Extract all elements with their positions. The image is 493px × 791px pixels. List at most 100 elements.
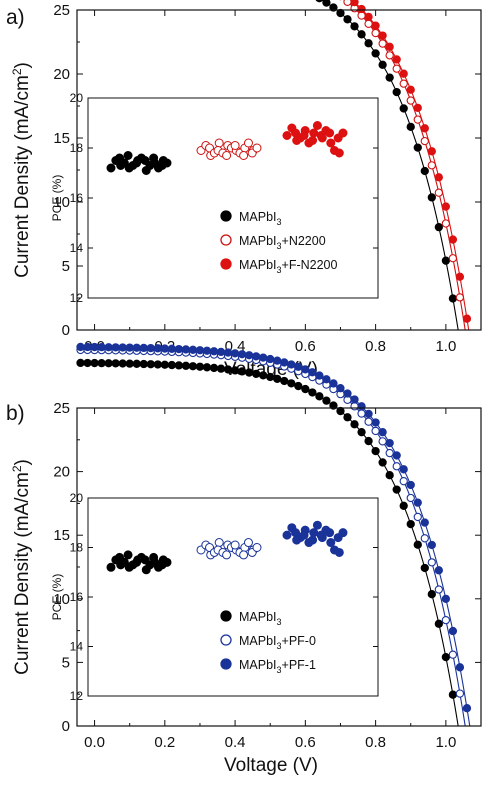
jv-data-point: [364, 12, 373, 21]
jv-data-point: [399, 104, 408, 113]
pce-data-point: [106, 562, 116, 572]
jv-data-point: [448, 626, 458, 636]
jv-data-point: [329, 3, 338, 12]
legend-label-sub: 3: [277, 241, 282, 251]
legend-label: MAPbI3+PF-0: [239, 634, 316, 651]
y-tick-label: 5: [62, 258, 70, 275]
y-axis-title: Current Density (mA/cm2): [10, 62, 33, 278]
jv-data-point: [406, 493, 415, 503]
pce-data-point: [214, 538, 224, 548]
jv-data-point: [385, 438, 394, 448]
jv-data-point: [448, 235, 458, 244]
panel-label: b): [6, 402, 25, 425]
pce-data-point: [309, 128, 319, 138]
jv-data-point: [441, 615, 451, 625]
jv-data-point: [244, 351, 254, 360]
inset-y-tick-label: 14: [70, 241, 84, 255]
jv-data-point: [223, 365, 233, 374]
pce-data-point: [338, 528, 348, 538]
jv-data-point: [76, 358, 85, 368]
y-tick-label: 5: [62, 654, 70, 671]
jv-data-point: [378, 39, 387, 48]
jv-data-point: [209, 363, 219, 373]
jv-data-point: [357, 409, 366, 418]
jv-data-point: [301, 365, 310, 374]
jv-data-point: [76, 342, 85, 352]
jv-data-point: [252, 352, 261, 361]
pce-data-point: [222, 151, 232, 160]
jv-data-point: [413, 540, 422, 549]
jv-data-point: [90, 342, 99, 352]
jv-data-point: [259, 353, 268, 362]
inset-y-tick-label: 20: [70, 491, 84, 505]
jv-data-point: [118, 343, 127, 352]
panel-b: b) 0.0 0.2 0.4 0.6 0.8 1.0 0 5 10 15 20 25 Voltage (V…: [6, 342, 482, 776]
jv-data-point: [97, 358, 106, 368]
y-axis-title-main: Current Density (mA/cm: [12, 75, 33, 278]
jv-data-point: [350, 395, 359, 404]
jv-data-point: [322, 0, 331, 7]
legend-label-prefix: MAPbI: [239, 610, 277, 624]
jv-data-point: [308, 368, 317, 377]
pce-cluster-1: [106, 151, 172, 175]
jv-data-point: [280, 358, 289, 367]
pce-data-point: [230, 540, 240, 550]
jv-data-point: [455, 293, 465, 302]
pce-data-point: [312, 121, 322, 130]
legend-label-sub: 3: [277, 265, 282, 275]
jv-data-point: [420, 563, 429, 573]
series-3: [346, 0, 472, 331]
jv-data-point: [399, 465, 408, 474]
jv-data-point: [385, 73, 394, 82]
jv-data-point: [336, 384, 345, 393]
pce-data-point: [106, 163, 116, 173]
y-tick-label: 20: [53, 464, 70, 481]
jv-data-point: [420, 534, 429, 543]
jv-data-point: [301, 384, 310, 394]
pce-data-point: [239, 550, 249, 560]
jv-data-point: [104, 359, 113, 368]
pce-data-point: [308, 535, 318, 545]
jv-data-point: [420, 166, 429, 176]
jv-data-point: [188, 345, 198, 354]
jv-data-point: [132, 343, 141, 352]
jv-data-point: [441, 256, 451, 265]
jv-data-point: [244, 368, 254, 377]
jv-data-point: [287, 360, 296, 369]
jv-data-point: [167, 360, 176, 370]
pce-cluster-1: [106, 550, 172, 575]
x-tick-label: 0.8: [365, 734, 386, 751]
pce-data-point: [239, 151, 249, 160]
jv-data-point: [273, 356, 282, 365]
jv-data-point: [287, 379, 296, 388]
jv-data-point: [448, 254, 458, 263]
jv-data-point: [378, 458, 387, 467]
jv-data-point: [364, 409, 373, 419]
pce-data-point: [299, 530, 309, 540]
jv-data-point: [343, 15, 352, 24]
legend-marker: [220, 610, 232, 622]
jv-data-point: [118, 359, 127, 368]
jv-data-point: [329, 379, 338, 388]
jv-data-point: [97, 343, 106, 352]
jv-data-point: [266, 354, 275, 364]
jv-data-point: [406, 85, 415, 94]
jv-data-point: [420, 136, 429, 146]
jv-data-point: [357, 30, 366, 39]
jv-data-point: [434, 188, 443, 197]
jv-data-point: [259, 371, 268, 380]
inset-frame: [87, 497, 379, 697]
x-tick-label: 0.6: [295, 338, 316, 355]
pce-data-point: [312, 520, 322, 530]
jv-data-point: [420, 124, 429, 133]
y-axis-title-sup: 2: [10, 68, 24, 75]
jv-data-point: [160, 360, 169, 369]
pce-data-point: [334, 148, 344, 158]
y-tick-label: 15: [53, 130, 70, 147]
jv-data-point: [139, 343, 148, 353]
legend-label-prefix: MAPbI: [239, 234, 277, 248]
pce-data-point: [162, 158, 172, 168]
